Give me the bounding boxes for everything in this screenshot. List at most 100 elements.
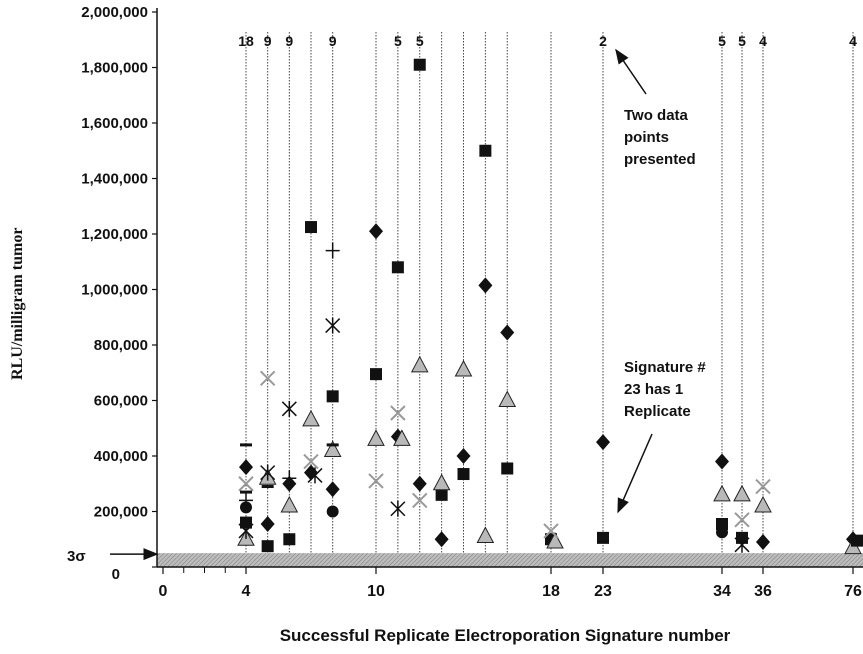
data-point-diamond [715, 453, 729, 470]
data-point-diamond [756, 534, 770, 551]
data-point-square [435, 488, 448, 501]
data-point-diamond [325, 481, 340, 498]
data-point-star [260, 464, 276, 481]
data-point-x [755, 478, 771, 495]
data-point-x [412, 492, 428, 509]
data-point-square [597, 531, 609, 544]
annotation-text: points [624, 129, 669, 146]
annotation-text: presented [624, 151, 696, 168]
data-point-x [543, 523, 559, 539]
data-point-star [307, 467, 323, 484]
data-point-plus [325, 242, 340, 259]
threshold-band [157, 553, 863, 567]
replicate-count-label: 4 [849, 33, 857, 49]
data-point-diamond [260, 515, 275, 532]
data-point-diamond [369, 223, 383, 240]
data-point-diamond [434, 531, 449, 548]
replicate-count-label: 4 [759, 33, 767, 49]
x-tick-label: 36 [754, 583, 772, 600]
x-axis-title: Successful Replicate Electroporation Sig… [280, 626, 731, 645]
data-point-x [259, 370, 276, 387]
annotation-text: 23 has 1 [624, 381, 683, 398]
annotation-text: Replicate [624, 403, 691, 420]
x-tick-label: 0 [159, 583, 168, 600]
data-point-circle [716, 526, 728, 539]
replicate-count-label: 5 [416, 33, 424, 49]
data-point-square [305, 221, 317, 234]
data-point-triangle [733, 484, 751, 502]
y-tick-label: 2,000,000 [81, 4, 148, 21]
data-point-square [413, 58, 426, 71]
annotation-arrow [615, 48, 647, 95]
data-point-triangle [280, 495, 299, 513]
replicate-count-label: 9 [264, 33, 272, 49]
data-point-square [391, 261, 404, 274]
annotation-text: Signature # [624, 359, 706, 376]
y-tick-label: 1,600,000 [81, 115, 148, 132]
data-point-square [479, 144, 492, 157]
data-point-star [238, 522, 254, 539]
y-tick-label: 1,800,000 [81, 60, 148, 77]
data-point-diamond [412, 475, 427, 492]
data-point-triangle [393, 429, 411, 446]
data-point-dash [326, 443, 339, 447]
data-point-circle [326, 505, 339, 518]
x-tick-label: 18 [542, 583, 560, 600]
data-point-triangle [410, 355, 429, 373]
data-point-square [851, 534, 863, 547]
data-point-square [457, 468, 470, 481]
y-tick-label: 1,200,000 [81, 226, 148, 243]
x-tick-label: 34 [713, 583, 731, 600]
data-point-triangle [498, 390, 517, 407]
data-point-star [281, 400, 297, 417]
replicate-count-label: 2 [599, 33, 607, 49]
data-point-dash [261, 485, 274, 489]
data-point-dash [240, 490, 252, 494]
y-tick-label: 1,400,000 [81, 171, 148, 188]
data-point-square [326, 390, 339, 403]
replicate-count-label: 18 [238, 33, 254, 49]
data-point-square [501, 462, 514, 475]
data-point-plus [239, 492, 253, 509]
data-point-triangle [302, 409, 320, 427]
data-point-square [261, 540, 274, 553]
replicate-count-label: 9 [329, 33, 337, 49]
replicate-count-label: 5 [738, 33, 746, 49]
data-point-triangle [546, 531, 564, 549]
data-point-plus [282, 470, 297, 487]
data-point-triangle [367, 429, 385, 446]
data-point-diamond [500, 324, 515, 341]
data-point-triangle [323, 440, 342, 457]
data-point-square [716, 517, 728, 530]
y-tick-label: 0 [112, 566, 120, 583]
data-point-triangle [754, 495, 772, 513]
threshold-label: 3σ [67, 548, 86, 565]
y-tick-label: 800,000 [94, 337, 148, 354]
data-point-x [368, 473, 384, 489]
data-point-diamond [478, 277, 493, 294]
y-axis-title: RLU/milligram tumor [9, 228, 26, 380]
y-tick-label: 200,000 [94, 504, 148, 521]
data-point-star [325, 317, 341, 334]
data-point-star [734, 536, 750, 553]
y-tick-label: 400,000 [94, 448, 148, 465]
annotation-arrow [617, 433, 653, 514]
y-tick-label: 1,000,000 [81, 282, 148, 299]
data-point-diamond [596, 434, 610, 451]
replicate-count-label: 9 [285, 33, 293, 49]
x-tick-label: 10 [367, 583, 385, 600]
data-point-triangle [713, 484, 731, 502]
data-point-star [390, 500, 406, 517]
y-tick-label: 600,000 [94, 393, 148, 410]
replicate-count-label: 5 [394, 33, 402, 49]
data-point-x [303, 453, 319, 470]
data-point-triangle [476, 526, 495, 543]
x-tick-label: 76 [844, 583, 862, 600]
data-point-triangle [432, 473, 451, 491]
x-tick-label: 23 [594, 583, 612, 600]
data-point-diamond [239, 459, 253, 476]
data-point-square [283, 533, 296, 546]
data-point-x [734, 512, 750, 528]
